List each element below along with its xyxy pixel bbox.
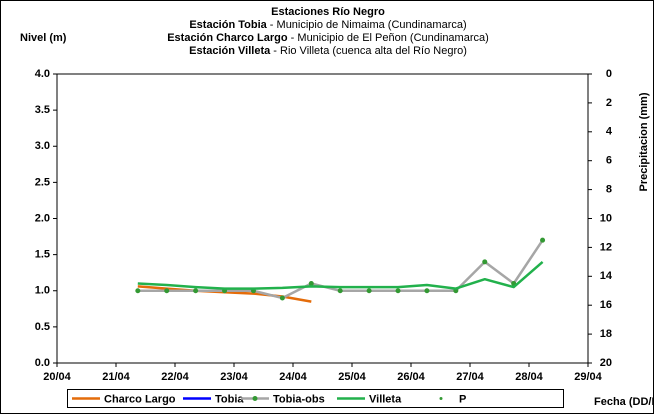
series-marker — [164, 288, 170, 294]
chart-subtitle: Estación Villeta - Rio Villeta (cuenca a… — [189, 45, 467, 57]
series-marker — [395, 288, 401, 294]
y-tick-label: 3.0 — [35, 140, 50, 152]
y2-tick-label: 16 — [600, 299, 612, 311]
x-axis-label: Fecha (DD/M/AA) — [594, 396, 654, 408]
series-marker — [308, 281, 314, 287]
chart-subtitle: Estación Charco Largo - Municipio de El … — [167, 32, 489, 44]
series-marker — [366, 288, 372, 294]
y2-tick-label: 0 — [606, 68, 612, 80]
y2-tick-label: 6 — [606, 155, 612, 167]
legend-marker — [439, 397, 443, 400]
y-tick-label: 1.0 — [35, 285, 50, 297]
y-tick-label: 3.5 — [35, 104, 50, 116]
series-marker — [193, 288, 199, 294]
series-line — [137, 260, 544, 290]
x-tick-label: 20/04 — [43, 371, 71, 383]
x-tick-label: 26/04 — [397, 371, 425, 383]
y2-tick-label: 12 — [600, 241, 612, 253]
station-desc: - Municipio de Nimaima (Cundinamarca) — [267, 19, 467, 31]
station-name: Estación Tobia — [189, 19, 267, 31]
x-tick-label: 21/04 — [102, 371, 130, 383]
legend-label: P — [459, 393, 466, 405]
series-marker — [424, 288, 430, 294]
y2-tick-label: 10 — [600, 212, 612, 224]
y2-axis-label: Precipitacion (mm) — [638, 92, 650, 191]
y-tick-label: 4.0 — [35, 68, 50, 80]
x-tick-label: 27/04 — [456, 371, 484, 383]
x-tick-label: 23/04 — [220, 371, 248, 383]
y2-tick-label: 8 — [606, 184, 612, 196]
legend-label: Villeta — [369, 393, 402, 405]
y-tick-label: 2.5 — [35, 176, 50, 188]
y-tick-label: 2.0 — [35, 212, 50, 224]
series-marker — [135, 288, 141, 294]
x-tick-label: 29/04 — [574, 371, 602, 383]
chart-subtitle: Estación Tobia - Municipio de Nimaima (C… — [189, 19, 466, 31]
series-marker — [337, 288, 343, 294]
y2-tick-label: 2 — [606, 97, 612, 109]
chart-title: Estaciones Río Negro — [271, 6, 385, 18]
legend-box — [67, 389, 564, 408]
y-axis-label: Nivel (m) — [20, 32, 67, 44]
station-name: Estación Charco Largo — [167, 32, 288, 44]
station-desc: - Municipio de El Peñon (Cundinamarca) — [288, 32, 489, 44]
x-tick-label: 22/04 — [161, 371, 189, 383]
y2-tick-label: 18 — [600, 328, 612, 340]
station-desc: - Rio Villeta (cuenca alta del Río Negro… — [270, 45, 467, 57]
x-tick-label: 28/04 — [515, 371, 543, 383]
y2-tick-label: 20 — [600, 357, 612, 369]
series-marker — [279, 295, 285, 301]
legend-label: Tobia — [215, 393, 244, 405]
y-tick-label: 1.5 — [35, 249, 50, 261]
x-tick-label: 24/04 — [279, 371, 307, 383]
series-marker — [482, 259, 488, 265]
station-name: Estación Villeta — [189, 45, 271, 57]
y2-tick-label: 4 — [606, 126, 613, 138]
series-marker — [540, 237, 546, 243]
y2-tick-label: 14 — [600, 270, 613, 282]
y-tick-label: 0.5 — [35, 321, 50, 333]
legend-marker — [252, 396, 258, 401]
legend-label: Tobia-obs — [273, 393, 325, 405]
y-tick-label: 0.0 — [35, 357, 50, 369]
x-tick-label: 25/04 — [338, 371, 366, 383]
legend-label: Charco Largo — [104, 393, 176, 405]
